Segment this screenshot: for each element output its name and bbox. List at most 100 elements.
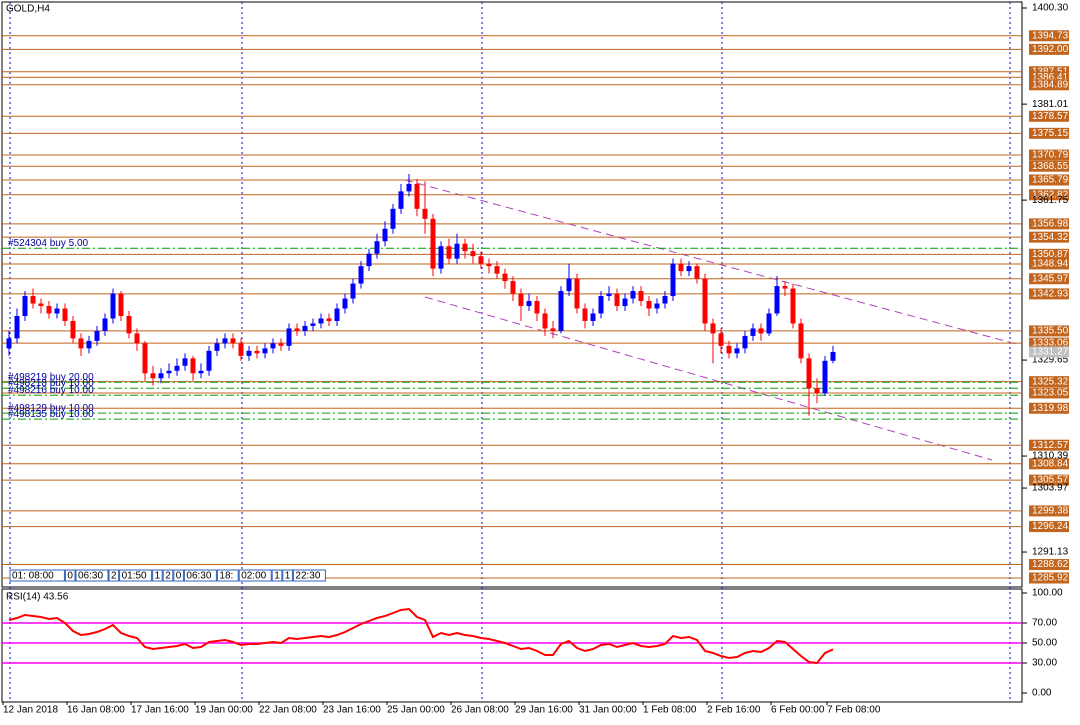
candle-body (550, 328, 556, 331)
level-label: 1288.62 (1032, 559, 1069, 570)
candle-body (670, 263, 676, 297)
candle-body (6, 338, 12, 349)
last-price-label: 1331.27 (1032, 347, 1069, 358)
candle-body (150, 373, 156, 379)
candle-body (62, 308, 68, 321)
candle-body (814, 388, 820, 394)
candle-body (326, 318, 332, 321)
widget-text: 01: 08:00 (12, 571, 54, 582)
channel-line (404, 179, 1021, 346)
candle-body (822, 360, 828, 394)
level-label: 1378.57 (1032, 111, 1069, 122)
y-tick-label: 0.00 (1032, 688, 1052, 699)
widget-cell (282, 569, 293, 582)
candle-body (278, 343, 284, 346)
candle-body (422, 208, 428, 219)
candle-body (198, 370, 204, 374)
level-label: 1308.84 (1032, 458, 1069, 469)
candle-body (702, 278, 708, 324)
widget-cell (162, 569, 174, 582)
widget-text: 0 (67, 571, 73, 582)
candle-body (46, 306, 52, 314)
widget-text: 01:50 (122, 571, 147, 582)
candle-body (342, 298, 348, 309)
level-label-box (1029, 218, 1069, 230)
level-label-box (1029, 439, 1069, 451)
widget-cell (271, 569, 283, 582)
candle-body (774, 286, 780, 314)
candle-body (134, 333, 140, 344)
level-label: 1296.24 (1032, 521, 1069, 532)
candle-body (262, 348, 268, 354)
candle-body (22, 296, 28, 316)
x-tick-label: 1 Feb 08:00 (643, 705, 697, 716)
candle-body (694, 266, 700, 279)
candle-body (686, 266, 692, 272)
rsi-title: RSI(14) 43.56 (6, 592, 69, 603)
last-price-box (1029, 346, 1069, 358)
candle-body (414, 183, 420, 209)
level-label: 1365.79 (1032, 175, 1069, 186)
widget-text: 06:30 (186, 571, 211, 582)
candle-body (718, 333, 724, 346)
candle-body (350, 283, 356, 299)
candle-body (630, 291, 636, 299)
candle-body (542, 313, 548, 329)
level-label-box (1029, 325, 1069, 337)
channel-line (424, 296, 993, 461)
candle-body (678, 263, 684, 272)
widget-cell (75, 569, 109, 582)
candle-body (230, 338, 236, 344)
candle-body (590, 313, 596, 321)
level-label-box (1029, 402, 1069, 414)
level-label-box (1029, 521, 1069, 533)
level-label-box (1029, 387, 1069, 399)
level-label-box (1029, 273, 1069, 285)
candle-body (110, 293, 116, 319)
candle-body (798, 323, 804, 359)
widget-cell (216, 569, 239, 582)
widget-text: 02:00 (241, 571, 266, 582)
level-label-box (1029, 79, 1069, 91)
candle-body (582, 308, 588, 321)
level-label-box (1029, 337, 1069, 349)
level-label: 1323.05 (1032, 388, 1069, 399)
candle-body (470, 251, 476, 257)
candle-body (758, 328, 764, 334)
widget-cell (119, 569, 153, 582)
candle-body (358, 266, 364, 284)
level-label: 1394.73 (1032, 30, 1069, 41)
level-label: 1335.50 (1032, 326, 1069, 337)
candle-body (766, 313, 772, 334)
candle-body (662, 296, 668, 304)
level-label: 1342.93 (1032, 289, 1069, 300)
order-label: #498216 buy 10.00 (8, 385, 94, 396)
candle-body (742, 335, 748, 349)
candle-body (374, 241, 380, 254)
candle-body (78, 338, 84, 349)
level-label: 1299.38 (1032, 506, 1069, 517)
candle-body (502, 273, 508, 282)
level-label: 1325.32 (1032, 376, 1069, 387)
level-label: 1312.57 (1032, 440, 1069, 451)
level-label: 1384.89 (1032, 79, 1069, 90)
y-tick-label: 1400.30 (1032, 3, 1069, 14)
candle-body (454, 243, 460, 259)
candle-body (390, 208, 396, 229)
level-label-box (1029, 43, 1069, 55)
x-tick-label: 22 Jan 08:00 (259, 705, 317, 716)
candle-body (734, 348, 740, 354)
level-label: 1345.97 (1032, 273, 1069, 284)
candle-body (598, 296, 604, 314)
candle-body (790, 288, 796, 324)
candle-body (534, 301, 540, 314)
candle-body (286, 328, 292, 346)
level-label: 1348.94 (1032, 259, 1069, 270)
candle-body (158, 373, 164, 379)
x-tick-label: 12 Jan 2018 (3, 705, 58, 716)
widget-cell (183, 569, 217, 582)
level-label: 1285.92 (1032, 573, 1069, 584)
candle-body (270, 343, 276, 349)
candle-body (510, 281, 516, 294)
